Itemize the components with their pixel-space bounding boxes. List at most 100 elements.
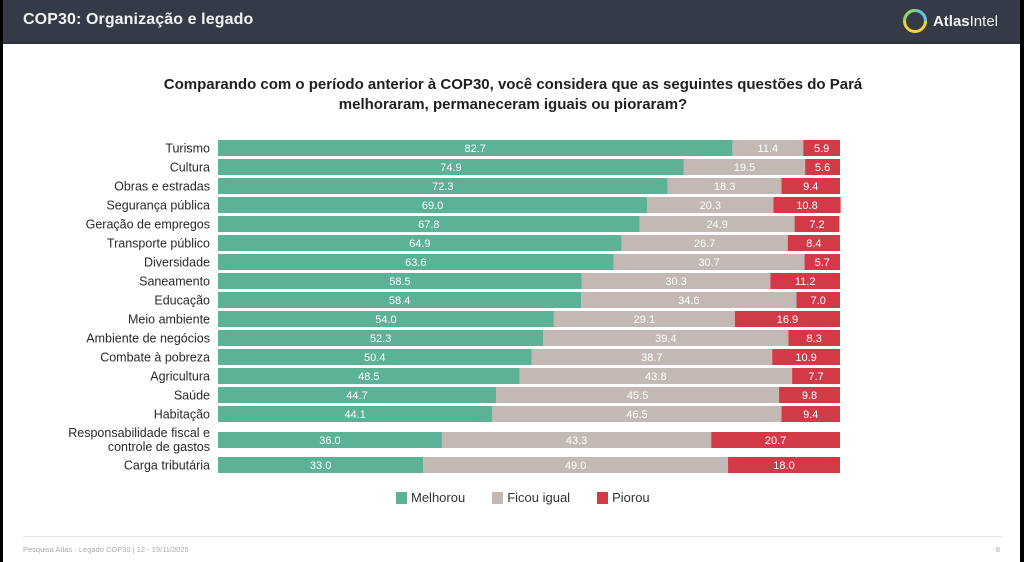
data-label-melhorou: 36.0 (319, 435, 340, 447)
data-label-melhorou: 58.5 (389, 276, 410, 288)
category-label: Cultura (170, 161, 210, 175)
legend-swatch-melhorou (396, 491, 407, 504)
legend-label: Ficou igual (507, 490, 571, 505)
bar-segment-melhorou (218, 197, 648, 213)
data-label-ficou-igual: 29.1 (634, 314, 655, 326)
bar-segment-melhorou (218, 368, 520, 384)
data-label-ficou-igual: 18.3 (714, 181, 735, 193)
data-label-piorou: 7.0 (811, 295, 826, 307)
data-label-melhorou: 64.9 (409, 238, 430, 250)
bar-segment-melhorou (218, 292, 582, 308)
slide-header: COP30: Organização e legado AtlasIntel (3, 0, 1020, 44)
data-label-piorou: 9.4 (803, 181, 818, 193)
bar-segment-melhorou (218, 432, 442, 448)
bar-segment-melhorou (218, 330, 544, 346)
legend-swatch-ficou-igual (492, 491, 504, 504)
bar-segment-piorou (796, 292, 840, 308)
category-label: Carga tributária (124, 459, 210, 473)
data-label-ficou-igual: 30.7 (698, 257, 719, 269)
bar-segment-piorou (734, 311, 840, 327)
bar-segment-ficou-igual (581, 292, 797, 308)
data-label-ficou-igual: 20.3 (700, 200, 721, 212)
bar-segment-melhorou (218, 140, 733, 156)
page-number: 8 (995, 545, 1000, 554)
data-label-piorou: 18.0 (773, 460, 794, 472)
bar-segment-ficou-igual (441, 432, 712, 448)
data-label-melhorou: 48.5 (358, 371, 379, 383)
bar-segment-ficou-igual (639, 216, 795, 232)
data-label-melhorou: 54.0 (375, 314, 396, 326)
bar-segment-ficou-igual (667, 178, 782, 194)
category-label: Turismo (165, 142, 210, 156)
bar-segment-piorou (728, 457, 840, 473)
data-label-piorou: 11.2 (795, 276, 816, 288)
bar-segment-melhorou (218, 387, 497, 403)
footer-source: Pesquisa Atlas - Legado COP30 | 12 - 19/… (23, 545, 189, 554)
bar-segment-ficou-igual (519, 368, 793, 384)
category-label: Meio ambiente (128, 313, 210, 327)
data-label-melhorou: 52.3 (370, 333, 391, 345)
bar-segment-ficou-igual (553, 311, 735, 327)
atlasintel-logo-icon (902, 9, 927, 33)
bar-segment-ficou-igual (613, 254, 805, 270)
bar-segment-piorou (772, 349, 840, 365)
legend-swatch-piorou (597, 491, 609, 504)
stacked-bar-chart: Turismo 82.7 11.4 5.9 Cultura 74.9 19.5 5.6 Obra… (68, 140, 841, 473)
bar-segment-piorou (803, 140, 840, 156)
slide-title: COP30: Organização e legado (23, 11, 254, 28)
category-label: Saúde (174, 389, 210, 403)
category-label: Responsabilidade fiscal e controle de gas… (68, 426, 210, 454)
bar-segment-piorou (770, 273, 840, 289)
bar-segment-piorou (711, 432, 840, 448)
bar-segment-piorou (779, 387, 840, 403)
data-label-melhorou: 44.1 (344, 409, 365, 421)
bar-segment-melhorou (218, 254, 614, 270)
data-label-piorou: 9.4 (803, 409, 818, 421)
legend-label: Piorou (612, 490, 650, 505)
legend-item-melhorou: Melhorou (396, 490, 465, 505)
bar-segment-ficou-igual (531, 349, 773, 365)
data-label-ficou-igual: 43.3 (566, 435, 587, 447)
data-label-melhorou: 58.4 (389, 295, 410, 307)
bar-segment-melhorou (218, 349, 532, 365)
data-label-piorou: 7.2 (809, 219, 824, 231)
data-label-melhorou: 67.8 (418, 219, 439, 231)
bar-segment-piorou (792, 368, 840, 384)
data-label-melhorou: 74.9 (440, 162, 461, 174)
bar-segment-ficou-igual (423, 457, 729, 473)
bar-segment-melhorou (218, 457, 424, 473)
data-label-piorou: 5.7 (815, 257, 830, 269)
brand-name: AtlasIntel (932, 12, 998, 30)
chart-legend: Melhorou Ficou igual Piorou (396, 490, 650, 505)
data-label-ficou-igual: 38.7 (641, 352, 662, 364)
data-label-melhorou: 63.6 (405, 257, 426, 269)
data-label-piorou: 20.7 (765, 435, 786, 447)
bar-segment-ficou-igual (543, 330, 789, 346)
bar-segment-ficou-igual (621, 235, 788, 251)
bar-segment-melhorou (218, 178, 668, 194)
data-label-piorou: 10.9 (795, 352, 816, 364)
data-label-piorou: 10.8 (796, 200, 817, 212)
category-label: Geração de empregos (86, 218, 210, 232)
data-label-melhorou: 72.3 (432, 181, 453, 193)
category-label: Ambiente de negócios (86, 332, 210, 346)
data-label-ficou-igual: 11.4 (758, 143, 779, 155)
data-label-melhorou: 33.0 (310, 460, 331, 472)
data-label-ficou-igual: 26.7 (694, 238, 715, 250)
legend-item-piorou: Piorou (597, 490, 650, 505)
bar-segment-piorou (781, 178, 840, 194)
bar-segment-piorou (788, 330, 840, 346)
legend-item-ficou-igual: Ficou igual (492, 490, 570, 505)
bar-segment-ficou-igual (647, 197, 774, 213)
bar-segment-melhorou (218, 235, 622, 251)
bar-segment-piorou (804, 254, 840, 270)
bar-segment-ficou-igual (732, 140, 804, 156)
bar-segment-melhorou (218, 311, 554, 327)
data-label-ficou-igual: 43.8 (645, 371, 666, 383)
category-label: Educação (154, 294, 210, 308)
data-label-ficou-igual: 46.5 (626, 409, 647, 421)
data-label-ficou-igual: 30.3 (665, 276, 686, 288)
bar-segment-ficou-igual (683, 159, 806, 175)
bar-segment-piorou (787, 235, 840, 251)
data-label-melhorou: 44.7 (346, 390, 367, 402)
